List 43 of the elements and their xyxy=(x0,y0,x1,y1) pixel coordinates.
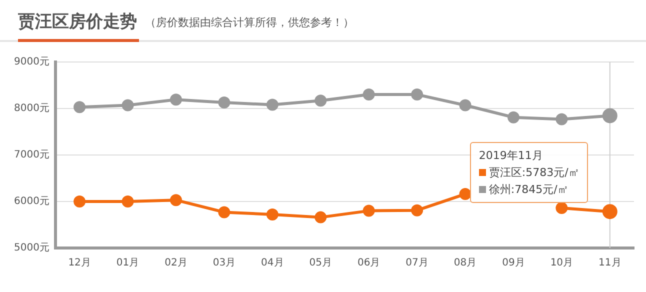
x-tick-label: 06月 xyxy=(357,258,380,269)
y-tick-label: 9000元 xyxy=(14,56,50,68)
point xyxy=(170,94,182,106)
x-tick-label: 11月 xyxy=(598,258,622,269)
point xyxy=(556,113,568,126)
point xyxy=(459,188,472,200)
point xyxy=(74,196,86,208)
point xyxy=(362,204,375,217)
point xyxy=(411,88,424,101)
text: 贾汪区:5783元/㎡ xyxy=(488,166,580,179)
point xyxy=(556,202,568,214)
point xyxy=(170,194,182,206)
y-tick-label: 5000元 xyxy=(14,242,50,254)
x-tick-label: 04月 xyxy=(261,258,284,269)
annotation: 2019年11月 xyxy=(478,148,544,164)
chart-subtitle: （房价数据由综合计算所得，供您参考！） xyxy=(145,15,354,30)
x-tick-label: 12月 xyxy=(68,258,91,269)
x-tick-label: 07月 xyxy=(406,258,428,269)
point xyxy=(122,196,134,208)
point xyxy=(266,208,278,221)
point xyxy=(411,204,424,216)
point xyxy=(362,88,375,101)
x-tick-label: 08月 xyxy=(454,258,477,269)
point xyxy=(314,94,327,107)
point xyxy=(314,211,327,224)
point xyxy=(122,99,134,112)
y-tick-label: 6000元 xyxy=(14,196,50,208)
x-tick-label: 10月 xyxy=(550,258,574,269)
x-tick-label: 03月 xyxy=(212,258,236,269)
text: 徐州:7845元/㎡ xyxy=(488,182,568,196)
point xyxy=(218,206,230,218)
y-tick-label: 8000元 xyxy=(14,103,50,114)
x-tick-label: 02月 xyxy=(164,258,188,269)
chart-title: 贾汪区房价走势 xyxy=(18,10,139,42)
point xyxy=(218,96,230,108)
y-tick-label: 7000元 xyxy=(14,150,50,161)
point xyxy=(507,111,520,124)
point xyxy=(266,98,278,111)
x-tick-label: 09月 xyxy=(502,258,525,269)
x-tick-label: 01月 xyxy=(116,258,140,269)
x-tick-label: 05月 xyxy=(309,258,332,269)
point xyxy=(74,101,86,114)
point xyxy=(459,99,472,112)
